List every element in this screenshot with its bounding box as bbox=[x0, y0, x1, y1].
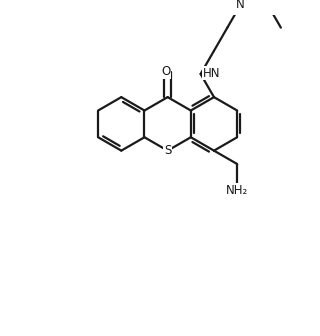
Text: O: O bbox=[161, 65, 170, 78]
Text: N: N bbox=[236, 0, 245, 11]
Text: NH₂: NH₂ bbox=[226, 184, 248, 197]
Text: HN: HN bbox=[203, 67, 220, 80]
Text: S: S bbox=[164, 144, 171, 157]
